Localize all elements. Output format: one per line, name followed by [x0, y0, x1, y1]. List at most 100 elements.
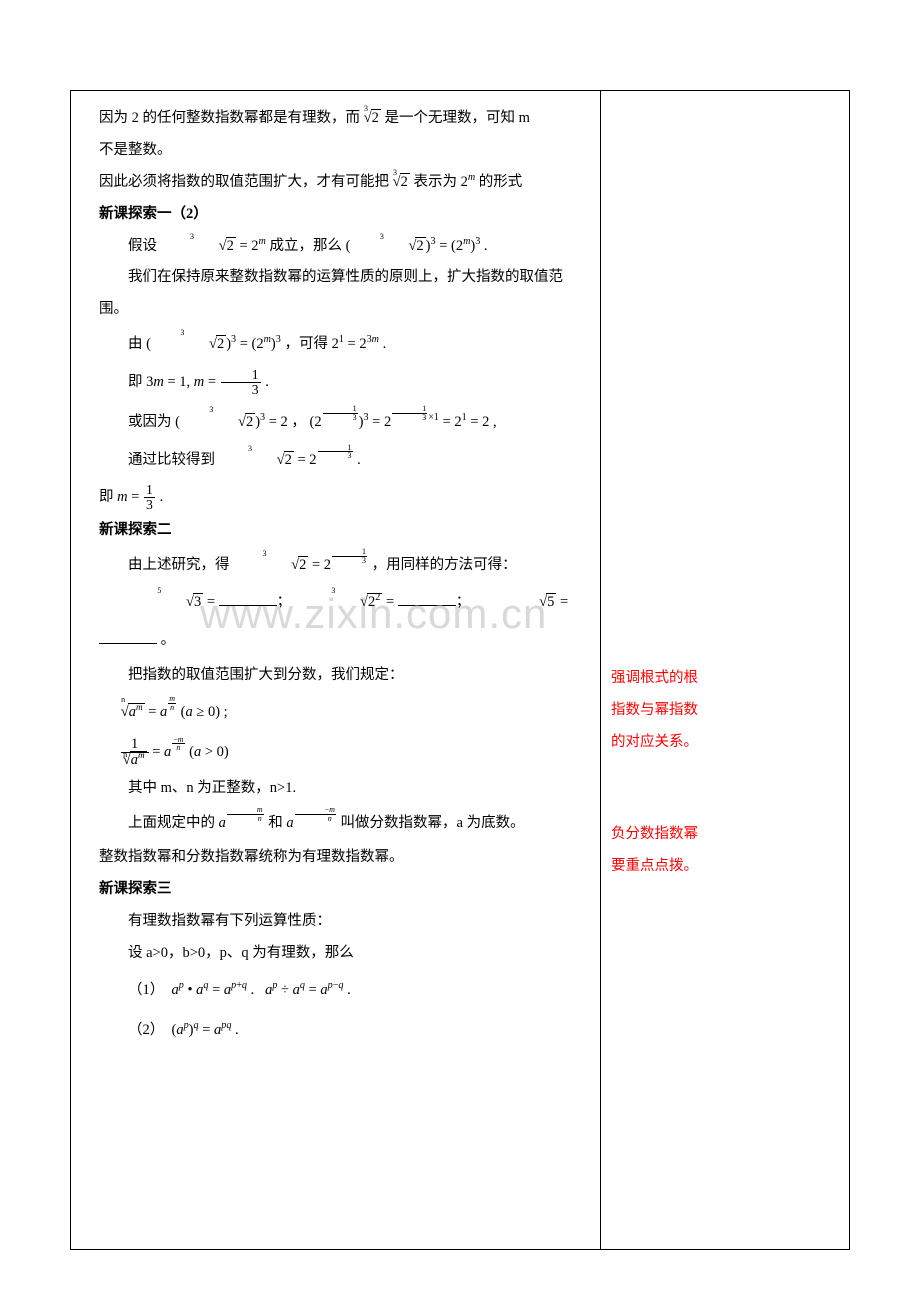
- math: = a: [148, 704, 167, 720]
- paragraph: 有理数指数幂有下列运算性质：: [99, 906, 590, 938]
- formula: 1 n√am = a−mn (a > 0): [99, 732, 590, 773]
- text: 上面规定中的: [128, 815, 215, 831]
- math: )3 = (2m)3 .: [426, 238, 488, 254]
- math: n√am: [121, 692, 145, 733]
- math-frac: 13: [221, 368, 261, 398]
- math: mn: [227, 806, 264, 822]
- math: =: [128, 489, 143, 505]
- text: 指数与幂指数: [611, 695, 839, 727]
- text: 由上述研究，得: [128, 557, 230, 573]
- math: m: [117, 489, 127, 505]
- text: 即: [128, 374, 143, 390]
- math: 3√2: [180, 402, 255, 443]
- note-2: 负分数指数幂 要重点点拨。: [611, 819, 839, 883]
- paragraph: 围。: [99, 294, 590, 326]
- math: (a ≥ 0) ;: [181, 704, 228, 720]
- list-item: （2） (ap)q = apq .: [99, 1010, 590, 1051]
- math: 13: [318, 444, 353, 460]
- math: = a: [152, 744, 171, 760]
- math: a: [286, 815, 293, 831]
- content-frame: 因为 2 的任何整数指数幂都是有理数，而 3√2 是一个无理数，可知 m 不是整…: [70, 90, 850, 1250]
- list-item: （1） ap • aq = ap+q . ap ÷ aq = ap−q .: [99, 970, 590, 1011]
- math: .: [354, 452, 361, 468]
- math: (a > 0): [189, 744, 229, 760]
- paragraph: 或因为 (3√2)3 = 2 ， (213)3 = 213×1 = 21 = 2…: [99, 402, 590, 443]
- math: = 2m: [239, 238, 269, 254]
- math: 3√22: [302, 584, 382, 622]
- text: 。: [161, 632, 176, 648]
- note-1: 强调根式的根 指数与幂指数 的对应关系。: [611, 663, 839, 759]
- math: )3 = (2m)3: [226, 336, 281, 352]
- page: www.zixin.com.cn 因为 2 的任何整数指数幂都是有理数，而 3√…: [0, 0, 920, 1302]
- text: ，: [291, 414, 306, 430]
- paragraph: 由 (3√2)3 = (2m)3 ，可得 21 = 23m .: [99, 326, 590, 364]
- text: 的对应关系。: [611, 727, 839, 759]
- paragraph: 因此必须将指数的取值范围扩大，才有可能把 3√2 表示为 2m 的形式: [99, 167, 590, 199]
- math: 3m = 1, m =: [146, 374, 220, 390]
- math: 13: [332, 548, 367, 564]
- text: 和: [268, 815, 283, 831]
- text: 要重点点拨。: [611, 851, 839, 883]
- text: 因为 2 的任何整数指数幂都是有理数，而: [99, 110, 360, 126]
- math: (ap)q = apq .: [168, 1022, 239, 1038]
- text: （2）: [128, 1022, 164, 1038]
- math: √5: [481, 584, 556, 622]
- paragraph: 我们在保持原来整数指数幂的运算性质的原则上，扩大指数的取值范: [99, 262, 590, 294]
- paragraph: 通过比较得到 3√2 = 213 .: [99, 442, 590, 480]
- math: 3√2: [350, 231, 425, 263]
- paragraph: 5√3 = ； 3√22 = ； √5 = 。: [99, 584, 590, 659]
- formula: n√am = amn (a ≥ 0) ;: [99, 692, 590, 733]
- paragraph: 上面规定中的 amn 和 a−mn 叫做分数指数幂，a 为底数。: [99, 805, 590, 843]
- paragraph: 整数指数幂和分数指数幂统称为有理数指数幂。: [99, 842, 590, 874]
- paragraph: 由上述研究，得 3√2 = 213 ，用同样的方法可得：: [99, 547, 590, 585]
- main-column: 因为 2 的任何整数指数幂都是有理数，而 3√2 是一个无理数，可知 m 不是整…: [71, 91, 601, 1249]
- text: 是一个无理数，可知 m: [384, 110, 529, 126]
- text: 叫做分数指数幂，a 为底数。: [341, 815, 525, 831]
- math-frac: 1 n√am: [121, 737, 149, 768]
- math: 21 = 23m .: [332, 336, 387, 352]
- side-spacer: [611, 759, 839, 819]
- text: ，用同样的方法可得：: [372, 557, 517, 573]
- text: 假设: [128, 238, 157, 254]
- math: 13: [144, 483, 155, 513]
- math: −mn: [172, 736, 184, 752]
- math: 13: [323, 405, 358, 421]
- math: )3 = 2: [255, 414, 288, 430]
- text: 的形式: [479, 174, 523, 190]
- text: 表示为: [413, 174, 457, 190]
- paragraph: 其中 m、n 为正整数，n>1.: [99, 773, 590, 805]
- math-cbrt2: 3√2: [364, 103, 381, 135]
- text: 即: [99, 489, 114, 505]
- math: = 2: [312, 557, 331, 573]
- paragraph: 不是整数。: [99, 135, 590, 167]
- text: （1）: [128, 982, 164, 998]
- blank: [398, 592, 456, 607]
- text: 因此必须将指数的取值范围扩大，才有可能把: [99, 174, 389, 190]
- math: = 21 = 2 ,: [439, 414, 497, 430]
- paragraph: 即 3m = 1, m = 13 .: [99, 364, 590, 402]
- math-cbrt2: 3√2: [393, 167, 410, 199]
- math: 3√2: [219, 442, 294, 480]
- side-spacer: [611, 103, 839, 663]
- text: 或因为: [128, 414, 172, 430]
- math: 13: [392, 405, 427, 421]
- blank: [219, 592, 277, 607]
- text: 由: [128, 336, 143, 352]
- math: ap • aq = ap+q . ap ÷ aq = ap−q .: [168, 982, 351, 998]
- math: a: [219, 815, 226, 831]
- math: =: [207, 594, 219, 610]
- paragraph: 把指数的取值范围扩大到分数，我们规定：: [99, 660, 590, 692]
- math: −mn: [295, 806, 336, 822]
- heading-1: 新课探索一（2）: [99, 199, 590, 231]
- math: .: [156, 489, 163, 505]
- math-2m: 2m: [461, 174, 479, 190]
- math: =: [386, 594, 398, 610]
- text: 强调根式的根: [611, 663, 839, 695]
- text: 负分数指数幂: [611, 819, 839, 851]
- text: 成立，那么: [269, 238, 342, 254]
- math: (2: [310, 414, 322, 430]
- math: 5√3: [128, 584, 203, 622]
- paragraph: 假设 3√2 = 2m 成立，那么 (3√2)3 = (2m)3 .: [99, 231, 590, 263]
- heading-3: 新课探索三: [99, 874, 590, 906]
- math: = 2: [297, 452, 316, 468]
